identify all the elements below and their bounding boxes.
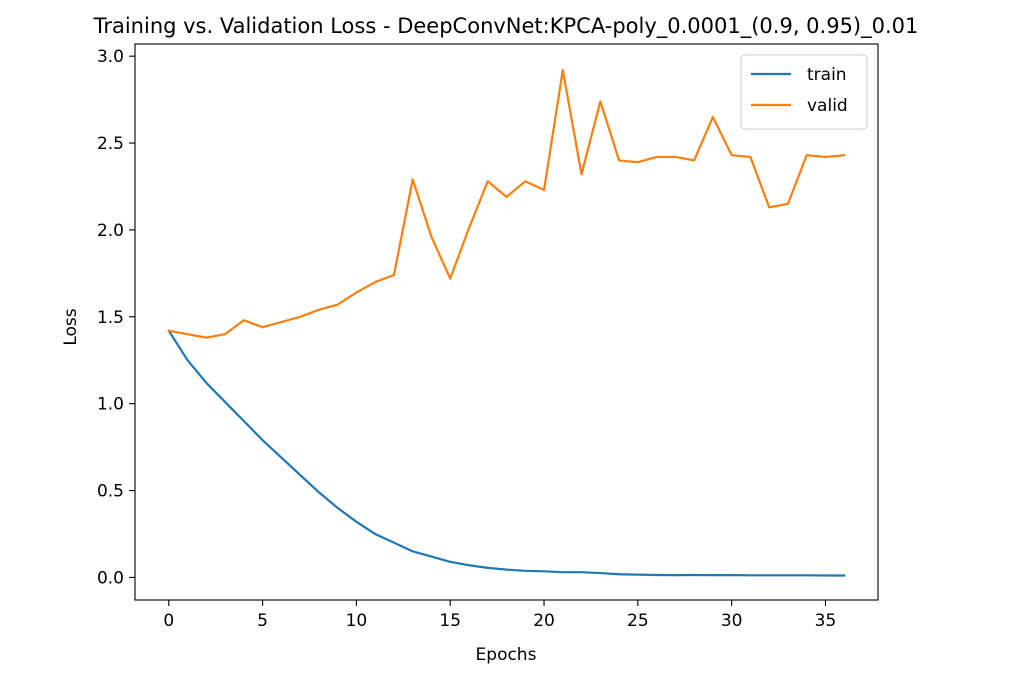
legend-label-train: train [807, 65, 847, 85]
y-tick-label: 1.5 [97, 308, 124, 328]
x-tick-label: 35 [815, 611, 837, 631]
series-line-valid [167, 68, 846, 339]
legend-label-valid: valid [807, 96, 848, 116]
x-tick-label: 10 [346, 611, 368, 631]
y-axis-ticks: 0.0 0.5 1.0 1.5 2.0 2.5 3.0 [97, 47, 135, 588]
chart-title: Training vs. Validation Loss - DeepConvN… [93, 14, 919, 39]
x-tick-label: 25 [627, 611, 649, 631]
y-tick-label: 2.0 [97, 221, 124, 241]
series-line-train [167, 329, 846, 577]
y-tick-label: 3.0 [97, 47, 124, 67]
x-tick-label: 30 [721, 611, 743, 631]
plot-area [134, 43, 879, 601]
y-tick-label: 0.5 [97, 482, 124, 502]
x-tick-label: 20 [533, 611, 555, 631]
y-axis-label: Loss [61, 308, 81, 345]
x-axis-ticks: 0 5 10 15 20 25 30 35 [163, 600, 836, 631]
legend: train valid [740, 54, 868, 130]
x-tick-label: 5 [257, 611, 268, 631]
x-tick-label: 0 [163, 611, 174, 631]
axes-frame [134, 43, 879, 601]
legend-box [740, 54, 868, 130]
x-axis-label: Epochs [476, 645, 537, 665]
x-tick-label: 15 [439, 611, 461, 631]
y-tick-label: 2.5 [97, 134, 124, 154]
y-tick-label: 0.0 [97, 568, 124, 588]
y-tick-label: 1.0 [97, 395, 124, 415]
